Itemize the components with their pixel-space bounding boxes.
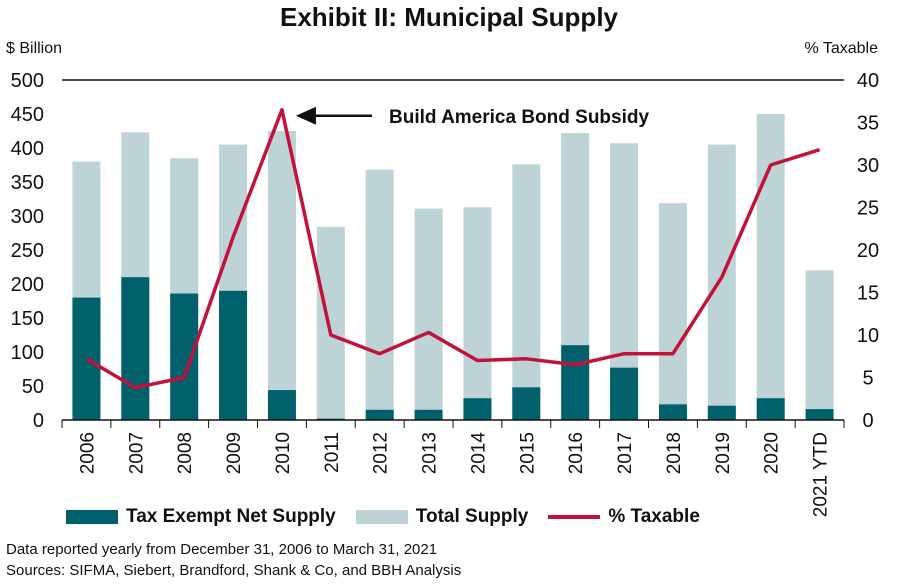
bar-tax-exempt-2020: [756, 398, 785, 420]
x-tick-label: 2011: [322, 432, 343, 473]
y-left-tick-label: 150: [11, 308, 44, 330]
bar-total-2012: [365, 169, 394, 420]
y-left-tick-label: 0: [33, 410, 44, 432]
x-tick-label: 2018: [664, 432, 685, 474]
bar-tax-exempt-2015: [512, 387, 541, 420]
bar-total-2011: [316, 226, 345, 420]
y-right-tick-label: 35: [857, 113, 879, 135]
legend-label-total: Total Supply: [415, 506, 529, 527]
legend: Tax Exempt Net Supply Total Supply % Tax…: [66, 506, 720, 528]
y-left-tick-label: 250: [11, 240, 44, 262]
x-tick-label: 2016: [566, 432, 587, 474]
x-tick-label: 2006: [77, 432, 98, 474]
y-left-tick-label: 100: [11, 342, 44, 364]
y-right-tick-label: 5: [862, 368, 873, 390]
y-left-tick-label: 400: [11, 138, 44, 160]
bar-tax-exempt-2021-YTD: [805, 409, 834, 420]
y-left-tick-label: 500: [11, 70, 44, 92]
y-left-tick-label: 50: [22, 376, 44, 398]
x-tick-label: 2015: [517, 432, 538, 474]
bars-group: [72, 114, 834, 421]
bar-total-2010: [267, 131, 296, 420]
left-axis-label: $ Billion: [6, 40, 63, 57]
x-tick-label: 2010: [273, 432, 294, 474]
legend-swatch-tax-exempt: [66, 510, 118, 524]
annotation-label: Build America Bond Subsidy: [389, 107, 649, 128]
x-tick-label: 2009: [224, 432, 245, 474]
legend-swatch-total: [355, 510, 408, 524]
y-right-tick-label: 15: [857, 283, 879, 305]
bar-total-2015: [512, 164, 541, 420]
bar-total-2020: [756, 114, 785, 420]
bar-total-2014: [463, 207, 492, 420]
bar-tax-exempt-2013: [414, 409, 443, 420]
x-tick-label: 2008: [175, 432, 196, 474]
bar-total-2018: [658, 203, 687, 420]
y-right-tick-label: 20: [857, 240, 879, 262]
x-tick-label: 2013: [420, 432, 441, 474]
x-tick-label: 2017: [615, 432, 636, 474]
legend-item-tax-exempt: Tax Exempt Net Supply: [66, 506, 336, 528]
right-axis-label: % Taxable: [804, 40, 878, 57]
bar-tax-exempt-2018: [658, 404, 687, 420]
legend-item-taxable: % Taxable: [548, 506, 700, 528]
bar-tax-exempt-2016: [561, 345, 590, 420]
annotation-group: Build America Bond Subsidy: [295, 106, 649, 128]
legend-label-tax-exempt: Tax Exempt Net Supply: [126, 506, 336, 527]
y-right-tick-label: 40: [857, 70, 879, 92]
y-left-tick-label: 300: [11, 206, 44, 228]
taxable-line-group: [85, 108, 821, 390]
y-left-tick-label: 350: [11, 172, 44, 194]
bar-total-2019: [707, 144, 736, 420]
y-left-tick-label: 450: [11, 104, 44, 126]
bar-total-2013: [414, 208, 443, 420]
x-tick-label: 2019: [713, 432, 734, 474]
axes-group: 0 50 100 150 200 250 300 350 400 450 500 0 5 10 15 20 25…: [11, 70, 880, 517]
footnote-data: Data reported yearly from December 31, 2…: [6, 541, 438, 558]
legend-label-taxable: % Taxable: [608, 506, 700, 527]
legend-swatch-taxable: [548, 515, 601, 519]
chart-title: Exhibit II: Municipal Supply: [279, 2, 618, 32]
x-tick-label: 2020: [762, 432, 783, 474]
x-tick-label: 2012: [371, 432, 392, 474]
bar-tax-exempt-2010: [267, 390, 296, 420]
legend-item-total: Total Supply: [355, 506, 529, 528]
y-right-tick-label: 25: [857, 198, 879, 220]
bar-tax-exempt-2014: [463, 398, 492, 420]
x-tick-label: 2007: [126, 432, 147, 474]
y-left-tick-label: 200: [11, 274, 44, 296]
y-right-tick-label: 30: [857, 155, 879, 177]
footnote-sources: Sources: SIFMA, Siebert, Brandford, Shan…: [6, 562, 462, 579]
bar-tax-exempt-2009: [219, 290, 248, 420]
bar-tax-exempt-2017: [610, 367, 639, 420]
y-right-tick-label: 0: [862, 410, 873, 432]
bar-tax-exempt-2012: [365, 409, 394, 420]
bar-tax-exempt-2008: [170, 293, 199, 420]
y-right-tick-label: 10: [857, 325, 879, 347]
bar-tax-exempt-2007: [121, 277, 150, 420]
bar-total-2021-YTD: [805, 270, 834, 420]
x-tick-label: 2014: [468, 432, 489, 475]
bar-tax-exempt-2019: [707, 405, 736, 420]
taxable-line: [85, 108, 821, 390]
annotation-arrow-head: [295, 106, 316, 125]
x-tick-label: 2021 YTD: [811, 432, 832, 517]
